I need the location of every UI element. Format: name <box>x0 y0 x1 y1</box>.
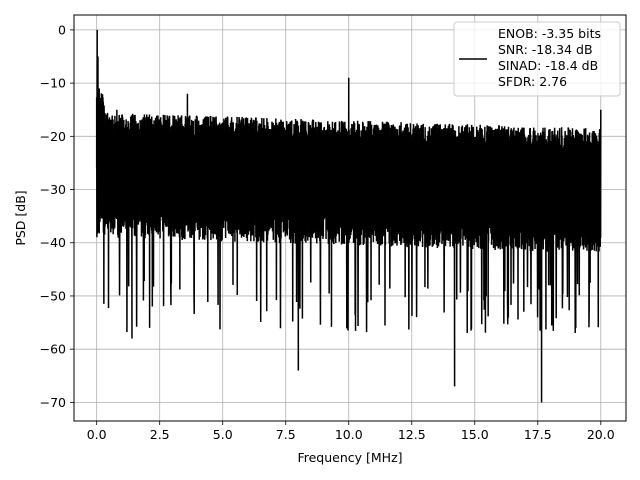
y-axis: 0 −10 −20 −30 −40 −50 −60 −70 <box>40 22 74 410</box>
x-tick-label: 5.0 <box>213 427 233 442</box>
y-tick-label: −60 <box>40 342 66 357</box>
y-tick-label: −20 <box>40 129 66 144</box>
legend-entry-sfdr: SFDR: 2.76 <box>498 74 567 89</box>
legend: ENOB: -3.35 bits SNR: -18.34 dB SINAD: -… <box>453 21 621 97</box>
y-tick-label: −10 <box>40 76 66 91</box>
y-tick-label: −30 <box>40 182 66 197</box>
plot-frame <box>73 14 627 422</box>
x-axis: 0.0 2.5 5.0 7.5 10.0 12.5 15.0 17.5 20.0 <box>87 421 615 442</box>
y-tick-label: −40 <box>40 235 66 250</box>
legend-entry-enob: ENOB: -3.35 bits <box>498 26 601 41</box>
x-tick-label: 0.0 <box>87 427 107 442</box>
legend-entry-sinad: SINAD: -18.4 dB <box>498 58 598 73</box>
x-tick-label: 2.5 <box>150 427 170 442</box>
psd-trace-group <box>95 29 602 403</box>
y-axis-label: PSD [dB] <box>13 190 28 245</box>
x-tick-label: 20.0 <box>587 427 615 442</box>
x-tick-label: 17.5 <box>524 427 552 442</box>
y-tick-label: −50 <box>40 288 66 303</box>
legend-box <box>453 21 621 97</box>
legend-entry-snr: SNR: -18.34 dB <box>498 42 593 57</box>
psd-trace <box>95 29 602 403</box>
y-tick-label: −70 <box>40 395 66 410</box>
x-tick-label: 15.0 <box>461 427 489 442</box>
x-tick-label: 7.5 <box>276 427 296 442</box>
y-tick-label: 0 <box>58 22 66 37</box>
x-tick-label: 12.5 <box>398 427 426 442</box>
x-tick-label: 10.0 <box>335 427 363 442</box>
x-axis-label: Frequency [MHz] <box>297 450 402 465</box>
